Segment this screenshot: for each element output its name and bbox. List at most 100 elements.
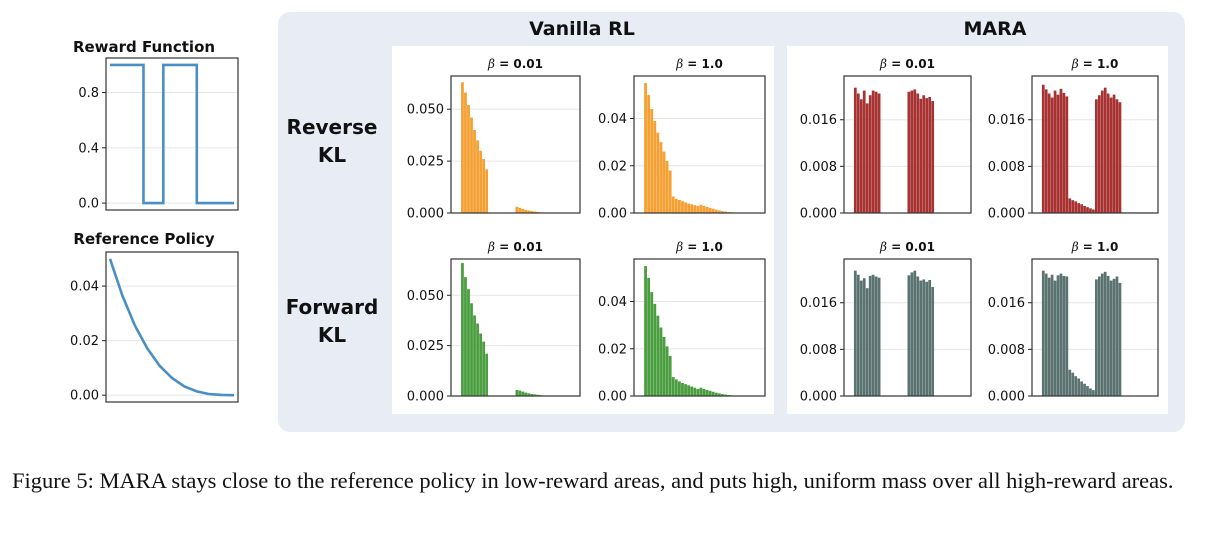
histogram-bar [521,391,525,396]
histogram-bar [467,289,470,396]
histogram-bar [916,93,920,213]
y-tick-label: 0.016 [800,113,837,128]
histogram-bar [659,327,663,396]
histogram-bar [668,170,672,213]
vanilla-rl-box [392,46,774,414]
histogram-bar [717,393,721,396]
histogram-bar [533,211,537,213]
histogram-bar [1083,383,1086,396]
histogram-bar [518,207,522,213]
histogram-bar [922,279,926,396]
histogram-bar [671,377,675,396]
histogram-bar [724,211,727,213]
histogram-bar [479,150,482,213]
beta-title: β = 1.0 [1072,57,1119,71]
row-label-line: Reverse [286,115,378,139]
chart-mara-reverse-b001: 0.000 0.008 0.016 [800,75,972,222]
histogram-bar [677,200,681,213]
histogram-bar [928,279,932,396]
histogram-bar [677,381,681,396]
y-tick-label: 0.00 [70,389,99,404]
y-tick-label: 0.008 [800,343,837,358]
beta-value: = 1.0 [1078,57,1119,71]
histogram-bar [527,210,531,213]
histogram-bar [1106,93,1110,213]
histogram-bar [464,92,467,213]
histogram-bar [1050,274,1054,396]
histogram-bar [647,94,651,213]
histogram-bar [1041,84,1045,213]
histogram-bar [470,303,473,396]
histogram-bar [928,96,932,213]
reverse-kl-label: Reverse KL [272,113,392,169]
histogram-bar [524,209,528,213]
y-tick-label: 0.04 [598,112,627,127]
histogram-bar [913,270,917,396]
histogram-bar [910,90,914,213]
vanilla-rl-header: Vanilla RL [529,18,635,40]
series-line [110,63,234,205]
histogram-bar [665,346,669,396]
histogram-bar [1044,89,1048,213]
chart-vanilla-forward-b1: 0.00 0.02 0.04 [598,258,766,405]
beta-symbol: β [488,57,495,71]
histogram-bar [473,129,476,213]
histogram-bar [859,280,863,396]
histogram-bar [521,208,525,213]
y-tick-label: 0.0 [78,197,99,212]
histogram-bar [702,388,706,396]
beta-value: = 1.0 [1078,240,1119,254]
y-tick-label: 0.000 [407,390,444,405]
y-tick-label: 0.050 [407,103,444,118]
y-tick-label: 0.025 [407,155,444,170]
y-tick-label: 0.016 [988,113,1025,128]
reference-policy-title: Reference Policy [73,230,215,248]
y-tick-label: 0.02 [70,334,99,349]
beta-title: β = 0.01 [488,57,543,71]
y-tick-label: 0.00 [598,207,627,222]
histogram-bar [1100,90,1104,213]
histogram-bar [925,281,929,396]
histogram-bar [1109,97,1113,213]
histogram-bar [1095,99,1098,213]
histogram-bar [1071,372,1075,396]
histogram-bar [705,206,709,213]
histogram-bar [1089,388,1092,396]
y-tick-label: 0.8 [78,86,99,101]
histogram-bar [1047,277,1051,396]
histogram-bar [708,207,712,213]
chart-mara-reverse-b1: 0.000 0.008 0.016 [988,75,1159,222]
histogram-bar [693,387,697,396]
histogram-bar [461,82,464,214]
histogram-bar [1062,275,1066,396]
histogram-bar [482,159,486,213]
histogram-bar [1083,206,1086,213]
histogram-bar [690,204,694,213]
histogram-bar [1041,270,1045,396]
histogram-bar [1115,99,1119,213]
histogram-bar [1118,102,1122,213]
histogram-bar [702,205,706,213]
beta-value: = 0.01 [494,240,543,254]
histogram-bar [1086,386,1089,396]
beta-symbol: β [1071,57,1079,71]
beta-title: β = 0.01 [880,240,935,254]
histogram-bar [515,389,519,396]
histogram-bar [862,90,866,213]
histogram-bar [711,208,715,213]
histogram-bar [862,278,866,396]
histogram-bar [714,392,718,396]
histogram-bar [699,204,703,213]
beta-value: = 0.01 [886,240,935,254]
histogram-bar [1077,378,1081,396]
histogram-bar [696,205,700,213]
y-tick-label: 0.016 [800,296,837,311]
histogram-bar [874,91,878,213]
axes-frame [633,258,766,397]
histogram-bar [925,98,929,213]
beta-title: β = 0.01 [488,240,543,254]
histogram-bar [859,99,863,213]
histogram-bar [1100,273,1104,396]
histogram-bar [1056,275,1060,396]
